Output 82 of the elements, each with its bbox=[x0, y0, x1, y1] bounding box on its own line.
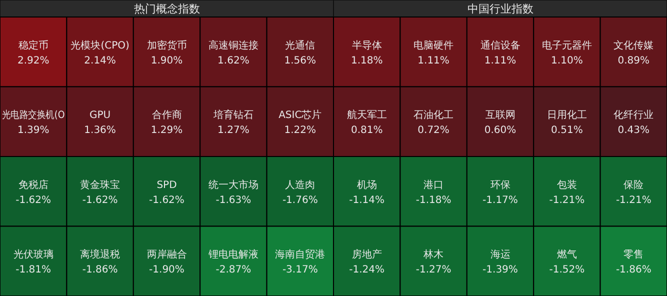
category-label: 电脑硬件 bbox=[414, 39, 454, 52]
category-label: 化纤行业 bbox=[614, 109, 654, 122]
category-label: 燃气 bbox=[556, 248, 577, 261]
category-label: GPU bbox=[89, 110, 111, 122]
data-label: -1.62% bbox=[82, 194, 118, 206]
category-label: 培育钻石 bbox=[212, 109, 254, 122]
data-label: 1.90% bbox=[150, 55, 183, 66]
data-label: 1.11% bbox=[484, 55, 516, 66]
data-label: -1.39% bbox=[482, 264, 518, 276]
category-label: 加密货币 bbox=[146, 39, 187, 52]
data-label: -1.81% bbox=[16, 264, 52, 276]
text: 热门概念指数 bbox=[134, 2, 200, 16]
data-label: 0.51% bbox=[551, 125, 583, 136]
category-label: 通信设备 bbox=[480, 39, 520, 52]
category-label: 机场 bbox=[356, 178, 377, 191]
category-label: ASIC芯片 bbox=[278, 109, 322, 122]
data-label: -1.90% bbox=[149, 264, 184, 276]
category-label: 光伏玻璃 bbox=[13, 248, 54, 261]
data-label: -1.62% bbox=[149, 194, 184, 206]
category-label: 光模块(CPO) bbox=[70, 39, 130, 52]
data-label: 2.14% bbox=[84, 55, 116, 66]
data-label: 0.72% bbox=[418, 125, 450, 136]
data-label: 1.36% bbox=[84, 125, 116, 136]
category-label: 房地产 bbox=[352, 248, 382, 261]
data-label: 1.22% bbox=[284, 125, 316, 136]
data-label: 0.89% bbox=[618, 55, 650, 66]
category-label: 航天军工 bbox=[346, 109, 387, 122]
category-label: 海南自贸港 bbox=[275, 248, 326, 261]
data-label: 1.56% bbox=[284, 55, 316, 66]
data-label: -3.17% bbox=[282, 264, 318, 276]
data-label: 1.10% bbox=[551, 55, 583, 66]
data-label: -1.86% bbox=[82, 264, 118, 276]
data-label: 0.43% bbox=[618, 125, 650, 136]
category-label: 光通信 bbox=[285, 39, 316, 52]
category-label: 电子元器件 bbox=[542, 39, 592, 52]
data-label: 1.39% bbox=[17, 125, 50, 136]
data-label: 1.11% bbox=[418, 55, 450, 66]
category-label: 光电路交换机(O bbox=[2, 109, 74, 122]
data-label: 2.92% bbox=[17, 55, 50, 66]
category-label: 离境退税 bbox=[80, 248, 120, 261]
category-label: 海运 bbox=[490, 248, 510, 261]
data-label: -1.76% bbox=[282, 194, 318, 206]
category-label: 人造肉 bbox=[285, 178, 316, 191]
category-label: 包装 bbox=[556, 178, 577, 191]
data-label: -1.27% bbox=[416, 264, 452, 276]
category-label: 统一大市场 bbox=[208, 178, 258, 191]
category-label: 两岸融合 bbox=[146, 248, 187, 261]
category-label: SPD bbox=[156, 180, 178, 191]
category-label: 零售 bbox=[624, 248, 644, 261]
data-label: -2.87% bbox=[216, 264, 252, 276]
category-label: 日用化工 bbox=[546, 109, 587, 122]
category-label: 环保 bbox=[490, 180, 510, 191]
category-label: 黄金珠宝 bbox=[80, 178, 120, 191]
category-label: 石油化工 bbox=[414, 109, 454, 122]
data-label: -1.21% bbox=[549, 194, 585, 206]
data-label: -1.17% bbox=[482, 194, 518, 206]
data-label: -1.21% bbox=[616, 194, 652, 206]
data-label: -1.86% bbox=[616, 264, 652, 276]
category-label: 文化传媒 bbox=[614, 39, 654, 52]
category-label: 高速铜连接 bbox=[208, 39, 258, 52]
data-label: -1.63% bbox=[216, 194, 252, 206]
data-label: -1.18% bbox=[416, 194, 452, 206]
category-label: 互联网 bbox=[485, 109, 516, 122]
data-label: 1.27% bbox=[218, 125, 250, 136]
category-label: 免税店 bbox=[18, 178, 48, 191]
category-label: 港口 bbox=[424, 178, 444, 191]
category-label: 林木 bbox=[422, 248, 444, 261]
category-label: 稳定币 bbox=[18, 39, 48, 52]
category-label: 保险 bbox=[624, 178, 644, 191]
category-label: 锂电电解液 bbox=[207, 248, 258, 261]
text: 中国行业指数 bbox=[467, 2, 534, 16]
data-label: -1.14% bbox=[349, 194, 385, 206]
data-label: -1.24% bbox=[349, 264, 385, 276]
data-label: 0.60% bbox=[484, 125, 516, 136]
data-label: -1.52% bbox=[549, 264, 585, 276]
data-label: -1.62% bbox=[16, 194, 52, 206]
data-label: 1.18% bbox=[350, 55, 383, 66]
data-label: 1.62% bbox=[218, 55, 250, 66]
data-label: 1.29% bbox=[150, 125, 183, 136]
category-label: 半导体 bbox=[352, 39, 382, 52]
category-label: 合作商 bbox=[152, 109, 182, 122]
data-label: 0.81% bbox=[350, 125, 383, 136]
